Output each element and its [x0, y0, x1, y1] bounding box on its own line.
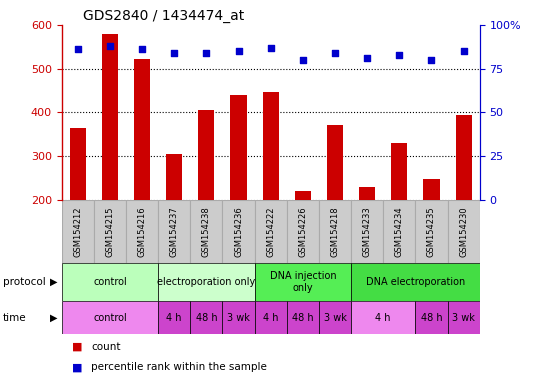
- Text: control: control: [93, 313, 126, 323]
- Text: 48 h: 48 h: [421, 313, 442, 323]
- Bar: [423, 179, 440, 287]
- Point: [234, 48, 243, 54]
- Text: protocol: protocol: [3, 277, 46, 287]
- Text: GSM154230: GSM154230: [459, 206, 468, 257]
- Bar: [62, 301, 158, 334]
- Text: DNA electroporation: DNA electroporation: [366, 277, 465, 287]
- Bar: [190, 301, 222, 334]
- Text: GSM154212: GSM154212: [73, 206, 82, 257]
- Point: [266, 45, 275, 51]
- Text: GSM154234: GSM154234: [395, 206, 404, 257]
- Text: ▶: ▶: [50, 277, 58, 287]
- Bar: [166, 154, 182, 287]
- Text: ■: ■: [72, 362, 83, 372]
- Text: GSM154218: GSM154218: [331, 206, 339, 257]
- Text: GSM154238: GSM154238: [202, 206, 211, 257]
- Bar: [448, 301, 480, 334]
- Bar: [415, 301, 448, 334]
- Bar: [319, 200, 351, 263]
- Text: GSM154235: GSM154235: [427, 206, 436, 257]
- Text: 3 wk: 3 wk: [227, 313, 250, 323]
- Point: [170, 50, 178, 56]
- Point: [395, 51, 404, 58]
- Text: GDS2840 / 1434474_at: GDS2840 / 1434474_at: [83, 8, 244, 23]
- Text: 48 h: 48 h: [196, 313, 217, 323]
- Bar: [448, 200, 480, 263]
- Text: GSM154237: GSM154237: [170, 206, 178, 257]
- Bar: [255, 200, 287, 263]
- Bar: [255, 301, 287, 334]
- Bar: [190, 200, 222, 263]
- Bar: [295, 191, 311, 287]
- Bar: [351, 200, 383, 263]
- Bar: [158, 200, 190, 263]
- Text: 3 wk: 3 wk: [324, 313, 346, 323]
- Point: [331, 50, 339, 56]
- Bar: [158, 301, 190, 334]
- Point: [299, 57, 307, 63]
- Bar: [70, 127, 86, 287]
- Text: 4 h: 4 h: [167, 313, 182, 323]
- Point: [202, 50, 211, 56]
- Text: GSM154222: GSM154222: [266, 206, 275, 257]
- Text: GSM154233: GSM154233: [363, 206, 371, 257]
- Bar: [94, 200, 126, 263]
- Bar: [263, 92, 279, 287]
- Bar: [134, 59, 150, 287]
- Bar: [391, 143, 407, 287]
- Text: DNA injection
only: DNA injection only: [270, 271, 336, 293]
- Bar: [319, 301, 351, 334]
- Point: [138, 46, 146, 53]
- Bar: [62, 263, 158, 301]
- Text: 48 h: 48 h: [292, 313, 314, 323]
- Point: [427, 57, 436, 63]
- Text: count: count: [91, 342, 121, 352]
- Text: 4 h: 4 h: [376, 313, 391, 323]
- Point: [106, 43, 114, 49]
- Bar: [126, 200, 158, 263]
- Bar: [198, 110, 214, 287]
- Text: 3 wk: 3 wk: [452, 313, 475, 323]
- Bar: [383, 200, 415, 263]
- Bar: [222, 200, 255, 263]
- Point: [363, 55, 371, 61]
- Bar: [351, 301, 415, 334]
- Text: control: control: [93, 277, 126, 287]
- Bar: [62, 200, 94, 263]
- Bar: [158, 263, 255, 301]
- Bar: [102, 34, 118, 287]
- Text: GSM154226: GSM154226: [299, 206, 307, 257]
- Point: [459, 48, 468, 54]
- Bar: [222, 301, 255, 334]
- Bar: [255, 263, 351, 301]
- Text: ■: ■: [72, 342, 83, 352]
- Bar: [351, 263, 480, 301]
- Text: GSM154236: GSM154236: [234, 206, 243, 257]
- Bar: [287, 301, 319, 334]
- Text: GSM154216: GSM154216: [138, 206, 146, 257]
- Text: percentile rank within the sample: percentile rank within the sample: [91, 362, 267, 372]
- Bar: [327, 124, 343, 287]
- Point: [73, 46, 82, 53]
- Text: GSM154215: GSM154215: [106, 206, 114, 257]
- Bar: [230, 95, 247, 287]
- Text: 4 h: 4 h: [263, 313, 278, 323]
- Text: ▶: ▶: [50, 313, 58, 323]
- Text: time: time: [3, 313, 26, 323]
- Text: electroporation only: electroporation only: [157, 277, 256, 287]
- Bar: [456, 115, 472, 287]
- Bar: [415, 200, 448, 263]
- Bar: [359, 187, 375, 287]
- Bar: [287, 200, 319, 263]
